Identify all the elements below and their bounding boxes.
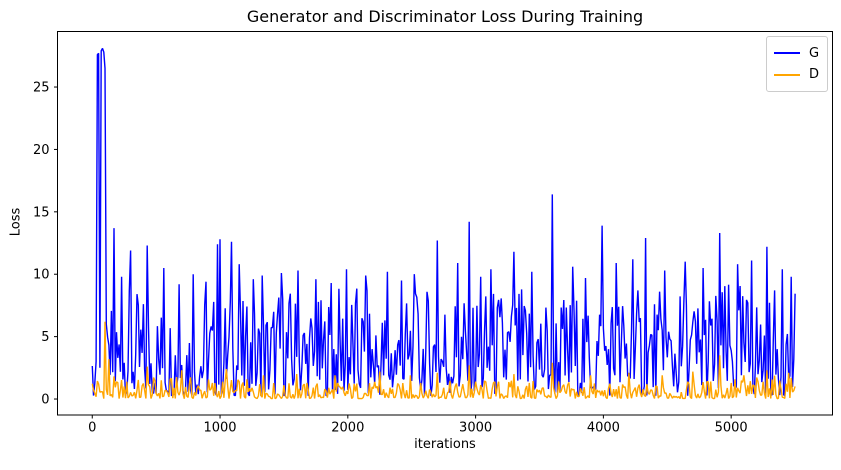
d-line-swatch: [774, 73, 800, 76]
y-tick-label: 25: [33, 81, 50, 96]
y-tick-label: 15: [33, 205, 50, 220]
x-tick-label: 4000: [587, 421, 620, 436]
y-tick-label: 0: [41, 393, 49, 408]
y-axis-label: Loss: [8, 207, 24, 237]
chart-title: Generator and Discriminator Loss During …: [246, 7, 644, 26]
y-tick-label: 20: [33, 143, 50, 158]
plot-border: [57, 31, 833, 416]
x-axis-label: iterations: [414, 437, 476, 452]
d-loss-line: [91, 321, 796, 400]
x-tick-label: 1000: [203, 421, 236, 436]
x-tick-label: 3000: [459, 421, 492, 436]
x-tick-label: 0: [88, 421, 96, 436]
legend-label-g: G: [809, 45, 820, 61]
legend-entry-d: D: [774, 67, 820, 82]
y-tick-label: 5: [41, 330, 49, 345]
legend-label-d: D: [809, 67, 820, 83]
legend: G D: [766, 36, 828, 92]
x-tick-label: 2000: [331, 421, 364, 436]
g-loss-line: [91, 47, 796, 397]
x-tick-label: 5000: [715, 421, 748, 436]
y-tick-label: 10: [33, 268, 50, 283]
g-line-swatch: [774, 52, 800, 55]
legend-entry-g: G: [774, 46, 820, 61]
